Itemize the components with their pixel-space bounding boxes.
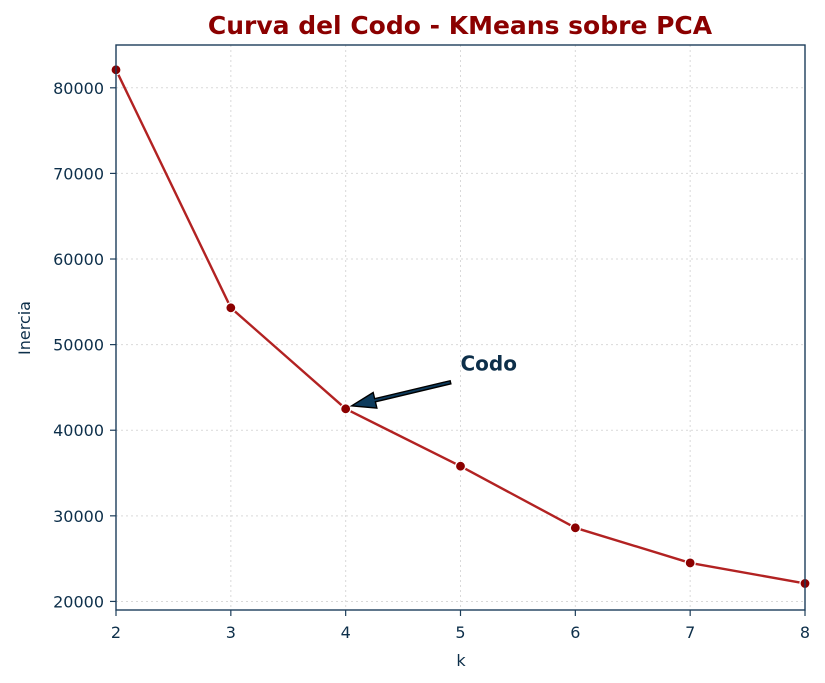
x-axis-label: k <box>456 651 466 670</box>
data-point <box>454 460 467 472</box>
y-tick-label: 20000 <box>53 592 104 611</box>
y-axis-label: Inercia <box>15 301 34 355</box>
x-tick-label: 5 <box>455 623 465 642</box>
x-tick-label: 8 <box>800 623 810 642</box>
y-tick-label: 80000 <box>53 79 104 98</box>
data-point <box>225 302 237 314</box>
chart-title: Curva del Codo - KMeans sobre PCA <box>208 11 713 40</box>
y-axis-ticks: 20000 30000 40000 50000 60000 70000 80000 <box>53 79 116 611</box>
data-point <box>684 557 696 569</box>
y-tick-label: 30000 <box>53 507 104 526</box>
annotation-arrow <box>349 379 452 409</box>
x-tick-label: 2 <box>111 623 121 642</box>
y-tick-label: 40000 <box>53 421 104 440</box>
x-tick-label: 4 <box>341 623 351 642</box>
x-axis-ticks: 2 3 4 5 6 7 8 <box>111 610 810 642</box>
annotation-text: Codo <box>461 351 517 375</box>
y-tick-label: 60000 <box>53 250 104 269</box>
data-point <box>340 403 352 415</box>
x-tick-label: 6 <box>570 623 580 642</box>
annotation: Codo <box>349 351 517 409</box>
x-tick-label: 7 <box>685 623 695 642</box>
plot-series <box>110 64 811 590</box>
y-tick-label: 50000 <box>53 336 104 355</box>
x-tick-label: 3 <box>226 623 236 642</box>
data-point <box>569 522 581 534</box>
y-tick-label: 70000 <box>53 164 104 183</box>
grid <box>115 45 806 610</box>
